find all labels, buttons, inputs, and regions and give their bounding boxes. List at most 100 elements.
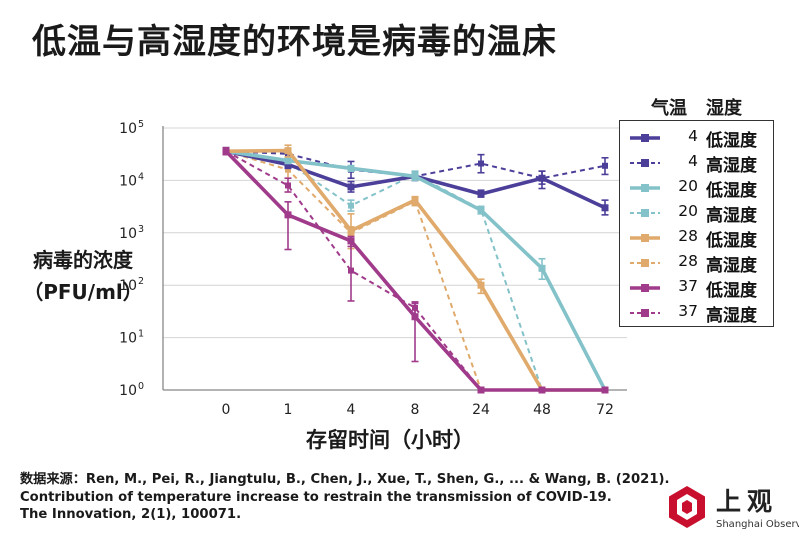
data-point	[601, 386, 609, 394]
data-point	[285, 182, 291, 189]
y-tick-base: 10	[119, 383, 137, 399]
legend: 4 低湿度 4 高湿度 20 低湿度 20 高湿度 28 低湿度 28 高湿度 37 低湿度 37 高湿度	[619, 120, 774, 327]
x-tick-label: 4	[347, 402, 356, 418]
y-tick-base: 10	[119, 331, 137, 347]
legend-humidity: 高湿度	[706, 206, 757, 226]
data-point	[602, 162, 608, 169]
data-point	[411, 196, 419, 204]
grid-lines	[163, 127, 627, 391]
legend-item: 20 高湿度	[620, 201, 773, 226]
x-tick-label: 0	[222, 402, 231, 418]
legend-item: 4 低湿度	[620, 126, 773, 151]
data-point	[347, 227, 355, 235]
y-tick-label: 10 4	[119, 171, 144, 189]
legend-temp: 28	[678, 252, 698, 270]
y-tick-exponent: 4	[138, 171, 144, 182]
legend-swatch	[630, 134, 660, 142]
data-point	[538, 264, 546, 272]
legend-temp: 4	[688, 152, 698, 170]
legend-header-temp: 气温	[651, 98, 687, 119]
data-point	[348, 267, 354, 274]
legend-humidity: 低湿度	[706, 231, 757, 251]
y-tick-label: 10 0	[119, 381, 144, 399]
legend-humidity: 低湿度	[706, 131, 757, 151]
data-point	[347, 183, 355, 191]
source-line-2: Contribution of temperature increase to …	[20, 489, 612, 505]
series-37-low-humidity	[222, 146, 609, 394]
data-point	[348, 202, 354, 209]
y-axis-label-line1: 病毒的浓度	[33, 248, 133, 272]
legend-item: 20 低湿度	[620, 176, 773, 201]
data-point	[285, 166, 291, 173]
y-tick-label: 10 2	[119, 276, 144, 294]
data-point	[477, 281, 485, 289]
y-tick-base: 10	[119, 121, 137, 137]
y-tick-exponent: 2	[138, 276, 144, 287]
data-point	[284, 211, 292, 219]
data-point	[411, 172, 419, 180]
legend-humidity: 低湿度	[706, 181, 757, 201]
legend-temp: 37	[678, 277, 698, 295]
legend-temp: 20	[678, 202, 698, 220]
legend-item: 4 高湿度	[620, 151, 773, 176]
data-point	[477, 386, 485, 394]
legend-swatch	[630, 284, 660, 292]
data-point	[284, 147, 292, 155]
legend-humidity: 高湿度	[706, 256, 757, 276]
legend-item: 37 低湿度	[620, 276, 773, 301]
legend-temp: 37	[678, 302, 698, 320]
legend-item: 28 低湿度	[620, 226, 773, 251]
data-point	[601, 204, 609, 212]
data-point	[477, 206, 485, 214]
y-tick-base: 10	[119, 278, 137, 294]
legend-humidity: 低湿度	[706, 281, 757, 301]
legend-swatch	[630, 184, 660, 192]
legend-header-humidity: 湿度	[706, 98, 742, 119]
y-tick-label: 10 3	[119, 224, 144, 242]
axes	[162, 126, 627, 391]
logo-name-en: Shanghai Observer	[716, 519, 799, 530]
data-point	[222, 147, 230, 155]
y-tick-exponent: 5	[138, 119, 144, 130]
y-tick-label: 10 5	[119, 119, 144, 137]
tick-labels: 10 010 110 310 210 410 50 1 4 8 24 48 72	[119, 119, 614, 418]
error-bar	[411, 302, 419, 363]
legend-temp: 20	[678, 177, 698, 195]
series-group	[222, 144, 609, 394]
data-point	[284, 161, 292, 169]
data-point	[284, 156, 292, 164]
x-tick-label: 1	[284, 402, 293, 418]
y-tick-exponent: 0	[138, 381, 144, 392]
y-tick-label: 10 1	[119, 329, 144, 347]
legend-item: 37 高湿度	[620, 301, 773, 326]
y-tick-exponent: 1	[138, 329, 144, 340]
legend-swatch	[630, 209, 660, 217]
y-axis-label-line2: （PFU/ml）	[23, 280, 143, 304]
source-line-3: The Innovation, 2(1), 100071.	[20, 507, 242, 522]
legend-swatch	[630, 259, 660, 267]
y-tick-exponent: 3	[138, 224, 144, 235]
x-tick-label: 48	[533, 402, 551, 418]
legend-humidity: 高湿度	[706, 156, 757, 176]
legend-humidity: 高湿度	[706, 306, 757, 326]
source-line-1: 数据来源：Ren, M., Pei, R., Jiangtulu, B., Ch…	[20, 472, 670, 487]
data-point	[538, 386, 546, 394]
data-point	[347, 164, 355, 172]
chart-title: 低温与高湿度的环境是病毒的温床	[32, 22, 557, 62]
data-point	[538, 174, 546, 182]
logo-hexagon-icon	[669, 486, 705, 528]
legend-swatch	[630, 159, 660, 167]
legend-swatch	[630, 234, 660, 242]
logo-name-cn: 上观	[716, 487, 779, 516]
x-tick-label: 24	[472, 402, 490, 418]
data-point	[347, 237, 355, 245]
data-point	[478, 160, 484, 167]
x-tick-label: 72	[596, 402, 614, 418]
legend-temp: 4	[688, 127, 698, 145]
legend-item: 28 高湿度	[620, 251, 773, 276]
data-point	[411, 313, 419, 321]
x-axis-label: 存留时间（小时）	[306, 428, 474, 452]
x-tick-label: 8	[411, 402, 420, 418]
source-citation: 数据来源：Ren, M., Pei, R., Jiangtulu, B., Ch…	[20, 471, 670, 524]
